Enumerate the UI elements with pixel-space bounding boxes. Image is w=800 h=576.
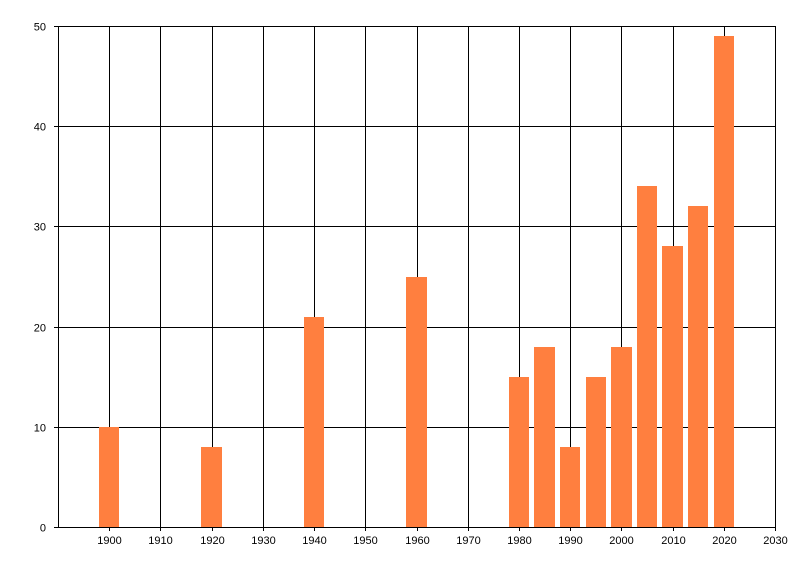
bar — [509, 377, 529, 527]
x-tick-label: 1900 — [97, 535, 121, 547]
bar — [201, 447, 222, 527]
bar — [688, 206, 708, 527]
bar — [586, 377, 606, 527]
y-tick-label: 0 — [40, 523, 46, 535]
y-tick-label: 20 — [34, 323, 46, 335]
y-tick-label: 30 — [34, 222, 46, 234]
x-tick-labels: 1900 1910 1920 1930 1940 1950 1960 1970 1980 1990… — [97, 535, 787, 547]
x-tick-label: 2030 — [763, 535, 787, 547]
y-tick-label: 40 — [34, 122, 46, 134]
x-tick-label: 1950 — [353, 535, 377, 547]
bars — [99, 36, 734, 527]
bar — [714, 36, 734, 527]
x-tick-label: 2010 — [661, 535, 685, 547]
bar — [662, 246, 683, 527]
x-tick-label: 1940 — [302, 535, 326, 547]
bar — [99, 427, 119, 527]
bar — [637, 186, 657, 527]
bar — [304, 317, 324, 527]
y-tick-label: 50 — [34, 22, 46, 34]
x-tick-label: 2020 — [712, 535, 736, 547]
x-tick-label: 1960 — [405, 535, 429, 547]
x-tick-label: 2000 — [609, 535, 633, 547]
x-tick-label: 1970 — [456, 535, 480, 547]
bar — [406, 277, 427, 527]
bar — [611, 347, 632, 527]
bar — [534, 347, 555, 527]
x-tick-label: 1910 — [148, 535, 172, 547]
x-tick-label: 1920 — [200, 535, 224, 547]
bar — [560, 447, 580, 527]
x-tick-label: 1990 — [558, 535, 582, 547]
x-tick-label: 1980 — [507, 535, 531, 547]
y-tick-label: 10 — [34, 423, 46, 435]
axes — [54, 26, 776, 531]
y-tick-labels: 0 10 20 30 40 50 — [34, 22, 46, 535]
x-tick-label: 1930 — [251, 535, 275, 547]
